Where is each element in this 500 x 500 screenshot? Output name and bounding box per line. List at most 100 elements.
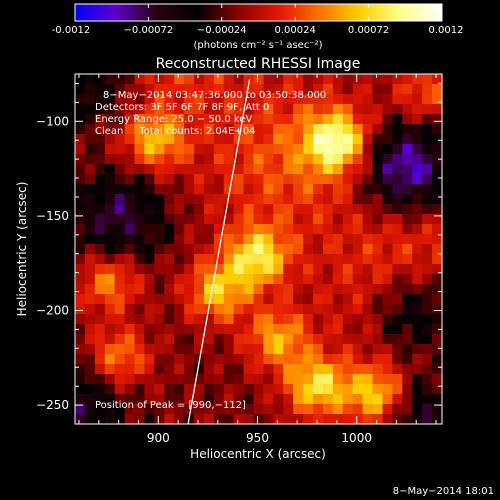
heatmap-cell: [164, 254, 175, 265]
heatmap-cell: [213, 74, 225, 85]
heatmap-cell: [382, 374, 394, 385]
heatmap-cell: [184, 264, 195, 275]
heatmap-cell: [75, 174, 86, 185]
heatmap-cell: [154, 194, 165, 205]
heatmap-cell: [382, 154, 394, 165]
heatmap-cell: [174, 174, 185, 185]
heatmap-cell: [184, 324, 195, 335]
heatmap-cell: [253, 234, 265, 245]
heatmap-cell: [293, 184, 304, 195]
heatmap-cell: [362, 204, 374, 215]
heatmap-cell: [243, 114, 255, 125]
heatmap-cell: [273, 164, 284, 175]
heatmap-cell: [194, 304, 205, 315]
heatmap-cell: [283, 94, 294, 105]
heatmap-cell: [243, 324, 255, 335]
colorbar-tick-label: 0.0012: [429, 25, 464, 36]
heatmap-cell: [392, 94, 403, 105]
heatmap-cell: [382, 284, 394, 295]
heatmap-cell: [144, 304, 155, 315]
heatmap-cell: [362, 234, 374, 245]
heatmap-cell: [184, 204, 195, 215]
heatmap-cell: [412, 314, 423, 325]
heatmap-cell: [342, 244, 354, 255]
heatmap-cell: [402, 224, 413, 235]
heatmap-cell: [332, 294, 344, 305]
heatmap-cell: [194, 164, 205, 175]
heatmap-cell: [382, 84, 394, 95]
heatmap-cell: [124, 244, 136, 255]
heatmap-cell: [372, 254, 384, 265]
colorbar-tick-label: −0.00072: [124, 25, 174, 36]
heatmap-cell: [75, 184, 86, 195]
heatmap-cell: [94, 164, 106, 175]
heatmap-cell: [144, 344, 155, 355]
heatmap-cell: [114, 294, 126, 305]
heatmap-cell: [75, 324, 86, 335]
heatmap-cell: [203, 254, 215, 265]
heatmap-cell: [273, 264, 284, 275]
heatmap-cell: [422, 264, 433, 275]
heatmap-cell: [154, 224, 165, 235]
heatmap-cell: [392, 414, 403, 424]
heatmap-cell: [184, 394, 195, 405]
heatmap-cell: [293, 314, 304, 325]
heatmap-cell: [293, 74, 304, 85]
heatmap-cell: [154, 174, 165, 185]
heatmap-cell: [422, 324, 433, 335]
heatmap-cell: [184, 384, 195, 395]
heatmap-cell: [164, 354, 175, 365]
heatmap-cell: [124, 384, 136, 395]
heatmap-cell: [303, 284, 314, 295]
heatmap-cell: [243, 124, 255, 135]
heatmap-cell: [422, 344, 433, 355]
y-axis-label: Heliocentric Y (arcsec): [15, 182, 29, 317]
heatmap-cell: [332, 74, 344, 85]
heatmap-cell: [283, 164, 294, 175]
heatmap-cell: [392, 254, 403, 265]
heatmap-cell: [273, 334, 284, 345]
heatmap-cell: [213, 184, 225, 195]
heatmap-cell: [144, 294, 155, 305]
heatmap-cell: [174, 364, 185, 375]
heatmap-cell: [104, 264, 116, 275]
heatmap-cell: [194, 184, 205, 195]
heatmap-cell: [322, 84, 334, 95]
heatmap-cell: [322, 214, 334, 225]
heatmap-cell: [263, 264, 274, 275]
heatmap-cell: [342, 284, 354, 295]
heatmap-cell: [223, 244, 235, 255]
heatmap-cell: [154, 144, 165, 155]
heatmap-cell: [84, 224, 96, 235]
heatmap-cell: [322, 274, 334, 285]
heatmap-cell: [174, 374, 185, 385]
heatmap-cell: [313, 204, 324, 215]
heatmap-cell: [84, 404, 96, 415]
heatmap-cell: [154, 134, 165, 145]
heatmap-cell: [362, 414, 374, 424]
heatmap-cell: [303, 294, 314, 305]
heatmap-cell: [114, 134, 126, 145]
heatmap-cell: [223, 234, 235, 245]
heatmap-cell: [422, 184, 433, 195]
heatmap-cell: [134, 84, 146, 95]
heatmap-cell: [84, 124, 96, 135]
plot-area: 900 950 1000 −100 −150 −200 −250: [36, 73, 443, 445]
heatmap-cell: [164, 414, 175, 424]
heatmap-cell: [243, 354, 255, 365]
heatmap-cell: [293, 194, 304, 205]
heatmap-cell: [223, 304, 235, 315]
heatmap-cell: [84, 274, 96, 285]
heatmap-cell: [332, 164, 344, 175]
heatmap-cell: [94, 384, 106, 395]
heatmap-cell: [293, 174, 304, 185]
heatmap-cell: [114, 84, 126, 95]
heatmap-cell: [233, 344, 245, 355]
heatmap-cell: [392, 84, 403, 95]
heatmap-cell: [184, 294, 195, 305]
x-tick-label: 950: [246, 431, 269, 445]
heatmap-cell: [213, 204, 225, 215]
heatmap-cell: [412, 104, 423, 115]
heatmap-cell: [223, 134, 235, 145]
heatmap-cell: [164, 314, 175, 325]
